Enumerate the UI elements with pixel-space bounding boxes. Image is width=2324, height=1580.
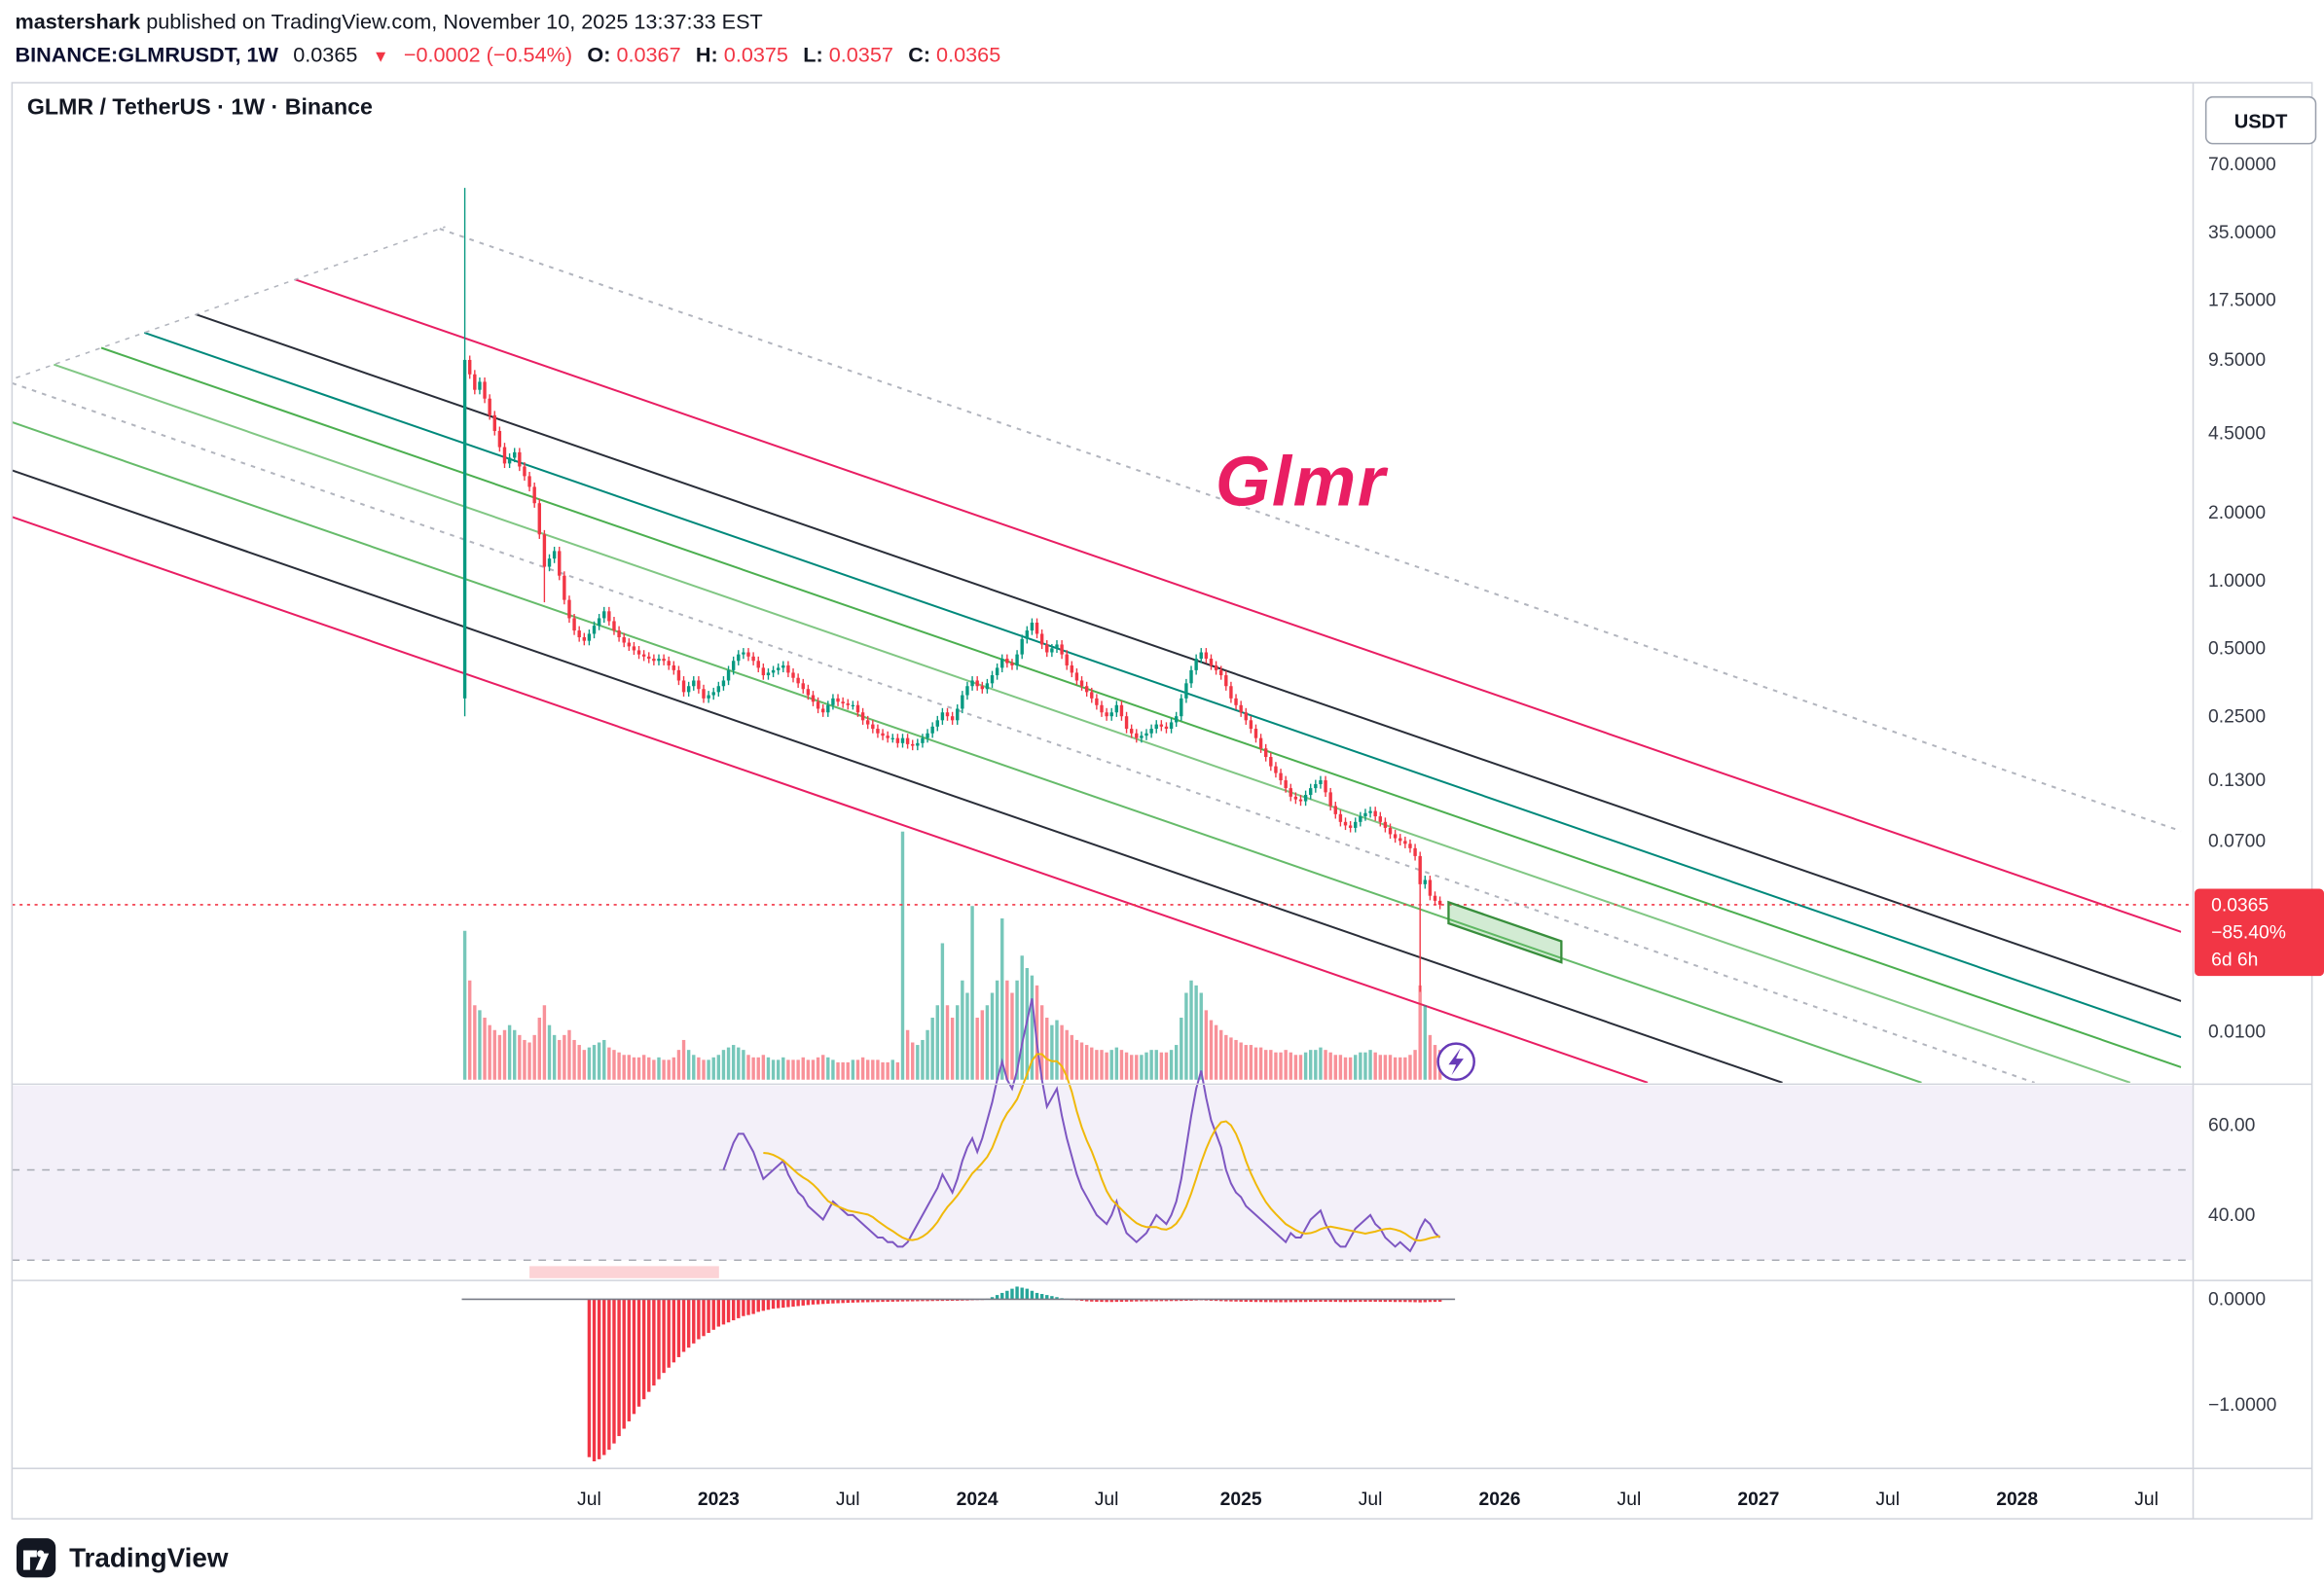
close-value: 0.0365 — [936, 42, 1001, 67]
rsi-layer — [722, 998, 1441, 1253]
symbol-title: BINANCE:GLMRUSDT, 1W — [15, 42, 278, 67]
svg-text:0.0100: 0.0100 — [2208, 1022, 2266, 1042]
svg-text:Jul: Jul — [2134, 1490, 2159, 1510]
candles-layer — [462, 188, 1442, 992]
publish-info: mastershark published on TradingView.com… — [15, 9, 762, 33]
svg-text:1.0000: 1.0000 — [2208, 571, 2266, 592]
svg-text:0.0000: 0.0000 — [2208, 1290, 2266, 1311]
price-tag-countdown: 6d 6h — [2211, 949, 2259, 971]
svg-text:2028: 2028 — [1996, 1490, 2038, 1510]
target-zone-box — [1447, 900, 1563, 964]
publish-text: published on TradingView.com, November 1… — [140, 9, 763, 34]
price-tag-percent: −85.40% — [2211, 921, 2286, 944]
price-change: −0.0002 (−0.54%) — [403, 42, 573, 67]
high-label: H: — [695, 42, 718, 67]
footer: TradingView — [15, 1537, 228, 1579]
price-down-icon: ▼ — [372, 48, 389, 67]
svg-text:−1.0000: −1.0000 — [2208, 1395, 2276, 1416]
symbol-info-bar: BINANCE:GLMRUSDT, 1W 0.0365 ▼ −0.0002 (−… — [15, 42, 1009, 66]
svg-text:Jul: Jul — [1359, 1490, 1383, 1510]
svg-text:2023: 2023 — [698, 1490, 740, 1510]
histogram-layer — [461, 1286, 1456, 1462]
svg-text:2027: 2027 — [1737, 1490, 1779, 1510]
chart-legend: GLMR / TetherUS · 1W · Binance — [26, 94, 373, 121]
low-label: L: — [803, 42, 823, 67]
svg-text:0.5000: 0.5000 — [2208, 639, 2266, 660]
last-price: 0.0365 — [293, 42, 358, 67]
channel-lines — [12, 226, 2182, 1083]
svg-text:17.5000: 17.5000 — [2208, 291, 2276, 311]
svg-text:40.00: 40.00 — [2208, 1205, 2255, 1226]
close-label: C: — [908, 42, 931, 67]
open-label: O: — [587, 42, 611, 67]
low-value: 0.0357 — [828, 42, 893, 67]
brand-name: TradingView — [69, 1542, 229, 1572]
svg-text:60.00: 60.00 — [2208, 1115, 2255, 1135]
idea-lightning-marker[interactable] — [1436, 1042, 1475, 1081]
svg-text:2025: 2025 — [1220, 1490, 1262, 1510]
svg-text:0.2500: 0.2500 — [2208, 706, 2266, 727]
svg-text:9.5000: 9.5000 — [2208, 350, 2266, 371]
price-tag-value: 0.0365 — [2211, 894, 2270, 916]
svg-text:70.0000: 70.0000 — [2208, 155, 2276, 175]
open-value: 0.0367 — [616, 42, 681, 67]
high-value: 0.0375 — [723, 42, 788, 67]
rsi-oversold-strip — [529, 1266, 719, 1278]
current-price-tag: 0.0365 −85.40% 6d 6h — [2195, 888, 2324, 977]
svg-text:Jul: Jul — [1617, 1490, 1642, 1510]
svg-text:2026: 2026 — [1479, 1490, 1521, 1510]
svg-text:Jul: Jul — [1875, 1490, 1900, 1510]
author-username: mastershark — [15, 9, 141, 34]
svg-text:Jul: Jul — [836, 1490, 860, 1510]
svg-text:35.0000: 35.0000 — [2208, 223, 2276, 243]
rsi-band — [12, 1085, 2194, 1261]
svg-text:2.0000: 2.0000 — [2208, 503, 2266, 523]
svg-text:Jul: Jul — [1095, 1490, 1119, 1510]
svg-text:2024: 2024 — [957, 1490, 999, 1510]
svg-text:0.0700: 0.0700 — [2208, 832, 2266, 852]
svg-text:Jul: Jul — [577, 1490, 601, 1510]
chart-watermark: Glmr — [1215, 440, 1387, 521]
currency-toggle-button[interactable]: USDT — [2204, 95, 2317, 145]
volume-layer — [462, 831, 1442, 1080]
svg-text:0.1300: 0.1300 — [2208, 771, 2266, 791]
svg-text:4.5000: 4.5000 — [2208, 423, 2266, 444]
tradingview-logo[interactable] — [15, 1537, 56, 1579]
